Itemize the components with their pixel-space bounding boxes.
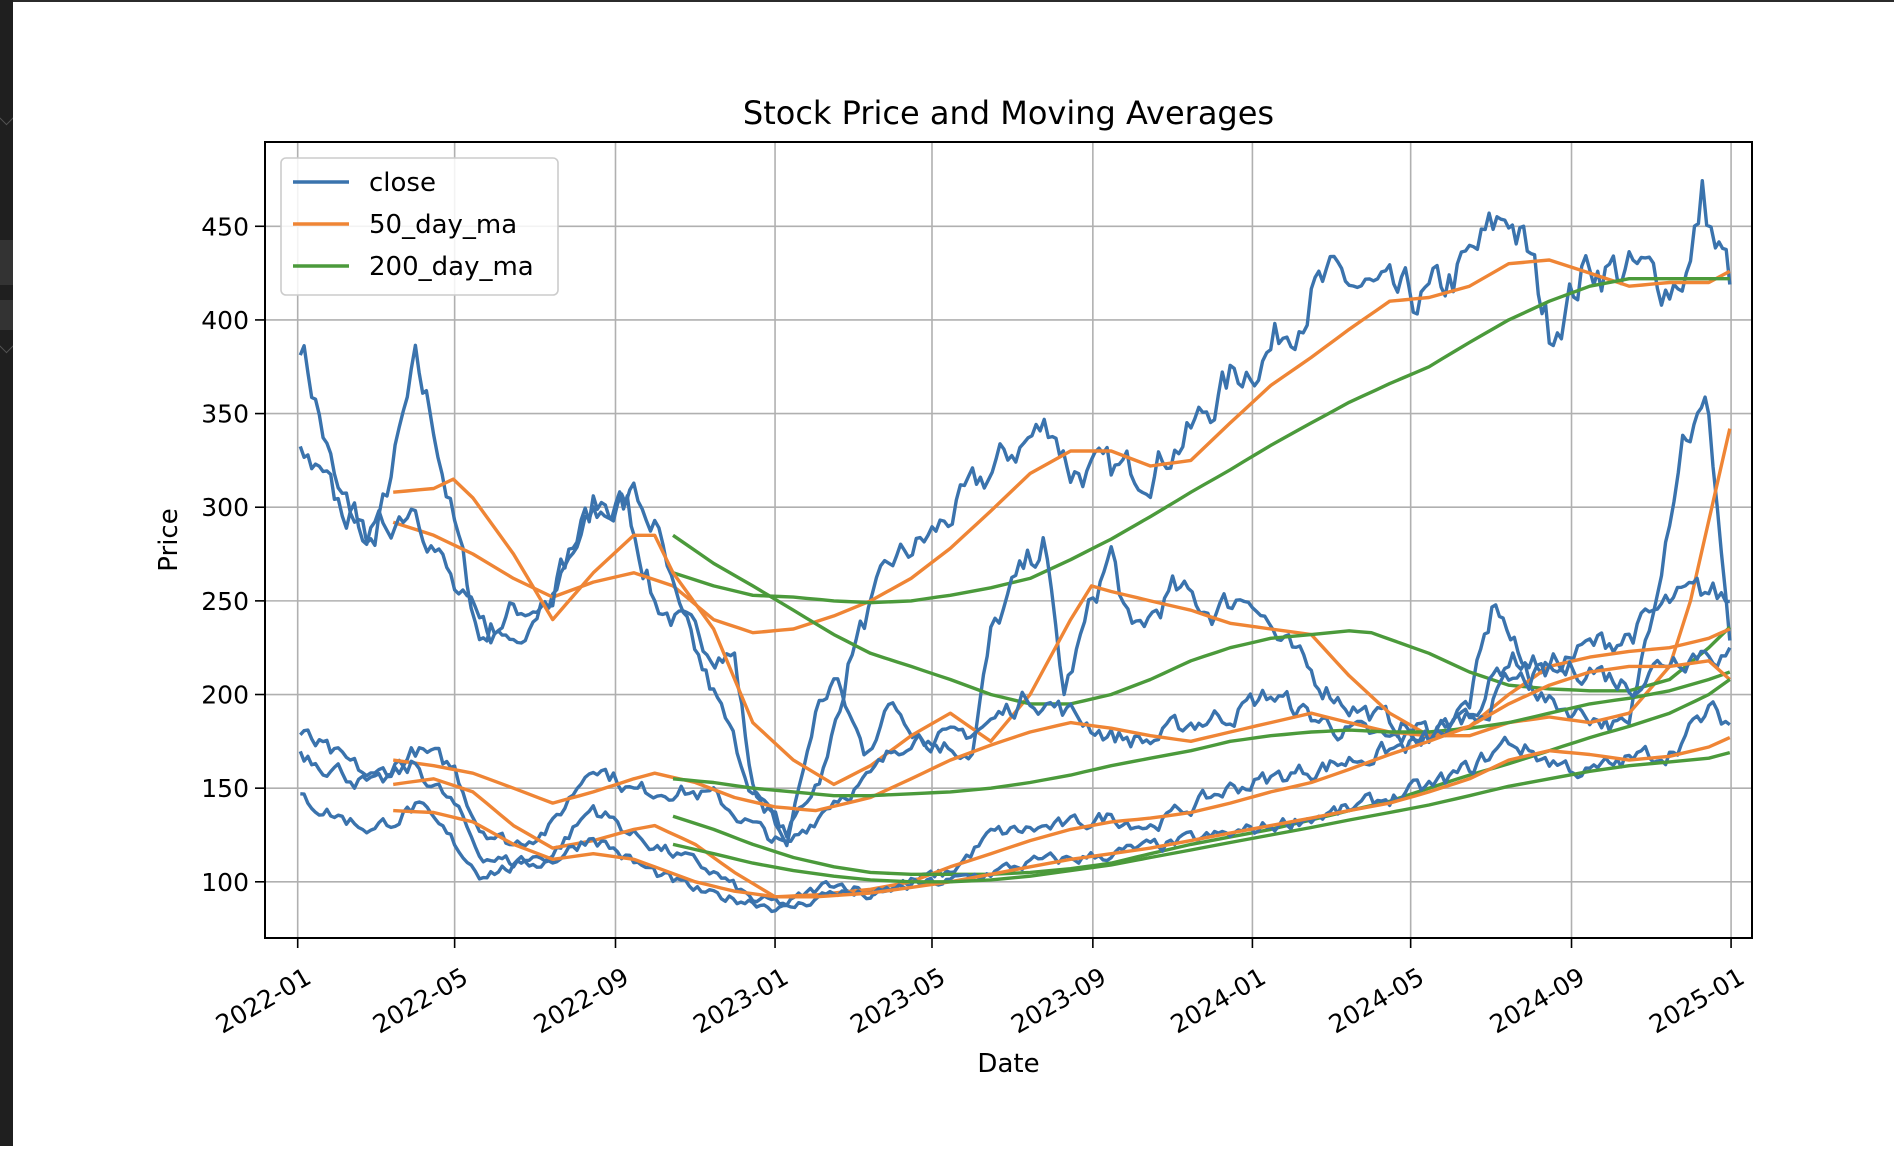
y-tick-label: 300 [201,493,249,522]
y-axis: 100 150 200 250 300 350 400 450 [201,212,265,897]
y-axis-title: Price [154,508,184,571]
y-tick-label: 250 [201,587,249,616]
close-line [299,576,1730,848]
ma50-line [393,736,1731,899]
side-panel-block [0,240,13,285]
figure: 2022-01 2022-05 2022-09 2023-01 2023-05 2023-… [13,2,1894,1150]
y-tick-label: 350 [201,400,249,429]
legend-box [280,157,559,296]
legend-label: close [369,168,436,198]
editor-side-panel [0,0,15,1146]
legend-label: 200_day_ma [369,252,534,282]
side-panel-block [0,300,13,330]
y-tick-label: 200 [201,681,249,710]
chart: 2022-01 2022-05 2022-09 2023-01 2023-05 2023-… [13,2,1894,1146]
close-line [298,395,1732,848]
window-top-border [0,0,1894,2]
ma200-line [672,533,1731,706]
y-tick-label: 450 [201,212,249,241]
ma50-line [392,627,1731,813]
chart-title: Stock Price and Moving Averages [743,94,1274,132]
close-line [300,700,1731,914]
legend-label: 50_day_ma [369,210,517,240]
series-layer [298,179,1732,914]
ma200-line [672,277,1730,605]
plot-frame [264,141,1753,939]
y-tick-label: 150 [201,774,249,803]
ma200-line [672,678,1731,876]
legend: close 50_day_ma 200_day_ma [280,157,559,296]
ma50-line [392,659,1731,899]
x-axis-title: Date [977,1049,1039,1079]
ma50-line [392,258,1731,635]
y-tick-label: 400 [201,306,249,335]
y-tick-label: 100 [201,868,249,897]
ma200-line [672,670,1731,798]
ma200-line [672,750,1731,884]
